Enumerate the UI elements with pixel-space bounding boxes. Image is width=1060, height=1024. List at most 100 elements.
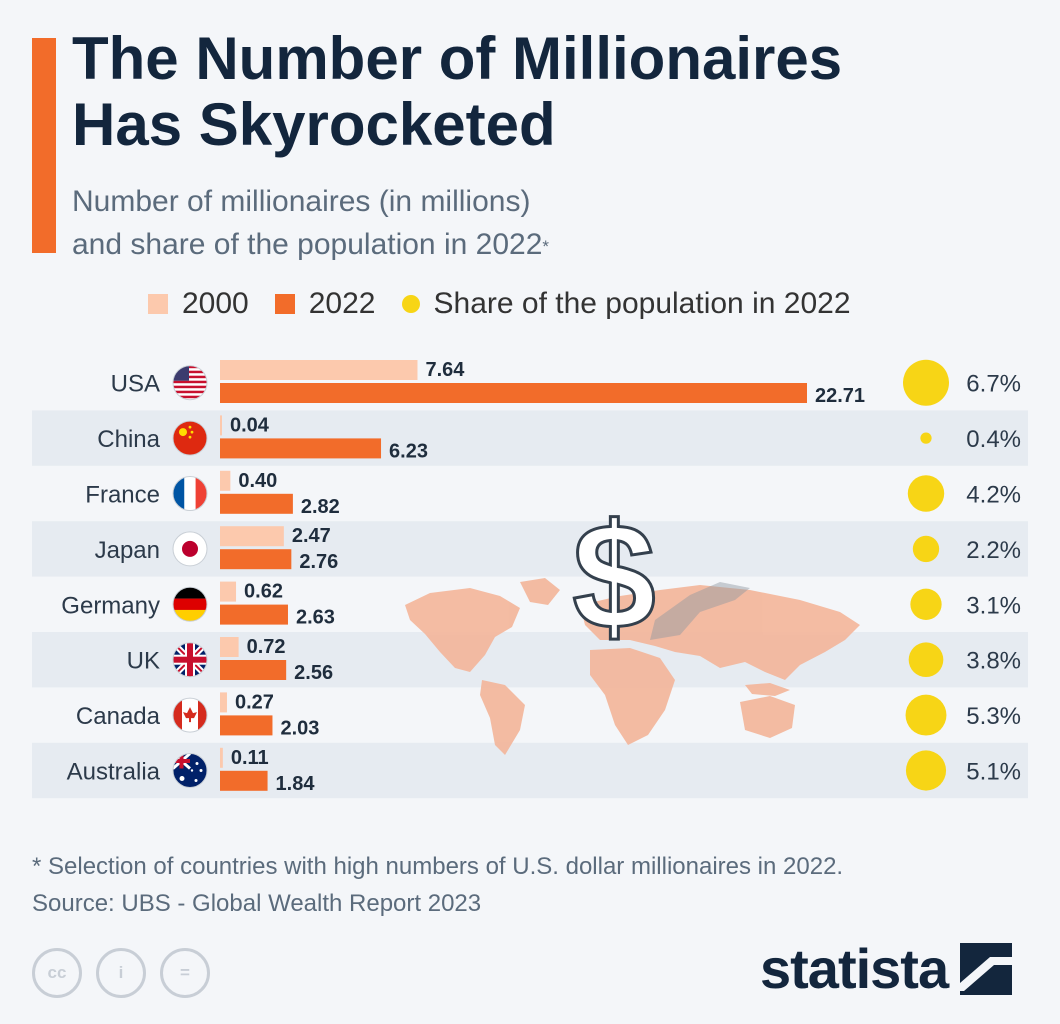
- value-label-2022: 2.56: [294, 662, 333, 684]
- chart-row-japan: Japan 2.47 2.76 2.2%: [95, 525, 1021, 573]
- share-bubble: [903, 359, 949, 406]
- share-label: 2.2%: [966, 537, 1021, 564]
- map-indonesia: [745, 683, 790, 696]
- chart-row-france: France 0.40 2.82 4.2%: [85, 470, 1021, 518]
- subtitle-footnote-mark: *: [542, 237, 550, 256]
- value-label-2000: 0.72: [247, 636, 286, 658]
- accent-bar: [32, 38, 56, 253]
- map-australia: [740, 696, 795, 738]
- footnote-note: * Selection of countries with high numbe…: [32, 853, 844, 880]
- no-derivatives-icon[interactable]: =: [160, 948, 210, 998]
- share-bubble: [907, 475, 945, 512]
- bar-2022: [220, 383, 807, 403]
- bar-2022: [220, 715, 273, 736]
- bar-2000: [220, 747, 223, 768]
- share-label: 6.7%: [966, 371, 1021, 398]
- bar-2000: [220, 637, 239, 657]
- map-shadow: [650, 582, 750, 640]
- cc-icon[interactable]: cc: [32, 948, 82, 998]
- share-label: 3.8%: [966, 648, 1021, 675]
- legend-label-2022: 2022: [308, 287, 376, 320]
- category-label: Canada: [76, 703, 161, 730]
- value-label-2000: 0.40: [238, 470, 277, 492]
- legend-item-2022: 2022: [274, 287, 376, 321]
- subtitle-line-1: Number of millionaires (in millions): [72, 185, 531, 218]
- france-flag: [172, 476, 208, 511]
- usa-flag: [172, 365, 208, 401]
- category-label: UK: [127, 648, 160, 675]
- legend-label-share: Share of the population in 2022: [433, 287, 851, 320]
- bar-2000: [220, 581, 237, 602]
- chart-row-usa: USA 7.64 22.71 6.7%: [111, 359, 1021, 407]
- bar-2022: [220, 660, 287, 680]
- share-bubble: [908, 642, 944, 678]
- dollar-sign-icon: $: [571, 491, 657, 662]
- category-label: France: [85, 482, 160, 509]
- map-north-america: [405, 588, 520, 672]
- chart-row-china: China 0.04 6.23 0.4%: [97, 414, 1021, 462]
- statista-logo[interactable]: statista: [760, 936, 1013, 1001]
- statista-wordmark: statista: [760, 937, 949, 1000]
- attribution-icon[interactable]: i: [96, 948, 146, 998]
- chart-row-australia: Australia 0.11 1.84 5.1%: [67, 747, 1021, 795]
- value-label-2022: 1.84: [276, 773, 316, 795]
- bar-2022: [220, 549, 292, 570]
- value-label-2022: 2.63: [296, 607, 335, 629]
- category-label: Germany: [61, 592, 160, 619]
- chart-row-canada: Canada 0.27 2.03 5.3%: [76, 691, 1021, 739]
- bar-2000: [220, 470, 231, 491]
- chart-row-uk: UK 0.72 2.56 3.8%: [127, 636, 1021, 684]
- share-label: 0.4%: [966, 426, 1021, 453]
- uk-flag: [172, 642, 208, 678]
- chart-subtitle: Number of millionaires (in millions) and…: [72, 180, 972, 266]
- legend-item-share: Share of the population in 2022: [401, 287, 851, 321]
- footnote: * Selection of countries with high numbe…: [32, 848, 843, 922]
- value-label-2000: 7.64: [425, 359, 465, 381]
- legend-label-2000: 2000: [182, 287, 249, 320]
- row-stripes: [32, 410, 1028, 799]
- share-bubble: [905, 750, 947, 791]
- statista-logo-icon: [960, 942, 1013, 995]
- legend-item-2000: 2000: [148, 287, 249, 321]
- chart-rows: USA 7.64 22.71 6.7% China 0.04 6.23 0.4% France 0…: [61, 359, 1021, 795]
- license-icons: cc i =: [32, 948, 224, 998]
- chart-title: The Number of Millionaires Has Skyrocket…: [72, 26, 1032, 158]
- bar-2000: [220, 692, 227, 713]
- bar-2022: [220, 770, 268, 791]
- legend: 2000 2022 Share of the population in 202…: [148, 284, 877, 324]
- footnote-source: Source: UBS - Global Wealth Report 2023: [32, 890, 482, 917]
- share-bubble: [910, 588, 942, 620]
- share-label: 5.3%: [966, 703, 1021, 730]
- legend-swatch-share: [401, 295, 420, 313]
- value-label-2022: 6.23: [389, 440, 428, 462]
- title-line-2: Has Skyrocketed: [72, 91, 556, 158]
- map-eurasia: [580, 585, 860, 680]
- canada-flag: [172, 697, 208, 733]
- value-label-2022: 22.71: [815, 385, 865, 407]
- china-flag: [172, 420, 208, 456]
- category-label: USA: [111, 371, 160, 398]
- australia-flag: [172, 753, 208, 788]
- share-label: 3.1%: [966, 592, 1021, 619]
- value-label-2000: 0.04: [230, 414, 270, 436]
- bar-2022: [220, 438, 382, 459]
- bar-2000: [220, 360, 418, 380]
- value-label-2000: 0.62: [244, 581, 283, 603]
- map-greenland: [520, 578, 560, 605]
- map-south-america: [480, 680, 525, 755]
- title-line-1: The Number of Millionaires: [72, 25, 843, 92]
- value-label-2022: 2.76: [299, 551, 338, 573]
- chart-row-germany: Germany 0.62 2.63 3.1%: [61, 581, 1021, 629]
- svg-text:$: $: [572, 492, 655, 660]
- share-bubble: [920, 432, 932, 444]
- value-label-2000: 2.47: [292, 525, 331, 547]
- value-label-2000: 0.11: [231, 747, 269, 769]
- bar-2000: [220, 415, 222, 436]
- bar-2022: [220, 493, 293, 514]
- map-africa: [590, 648, 675, 745]
- value-label-2022: 2.82: [301, 496, 340, 518]
- share-bubble: [905, 694, 947, 736]
- legend-swatch-2022: [274, 294, 295, 314]
- bar-2022: [220, 604, 288, 625]
- subtitle-line-2: and share of the population in 2022: [72, 228, 543, 261]
